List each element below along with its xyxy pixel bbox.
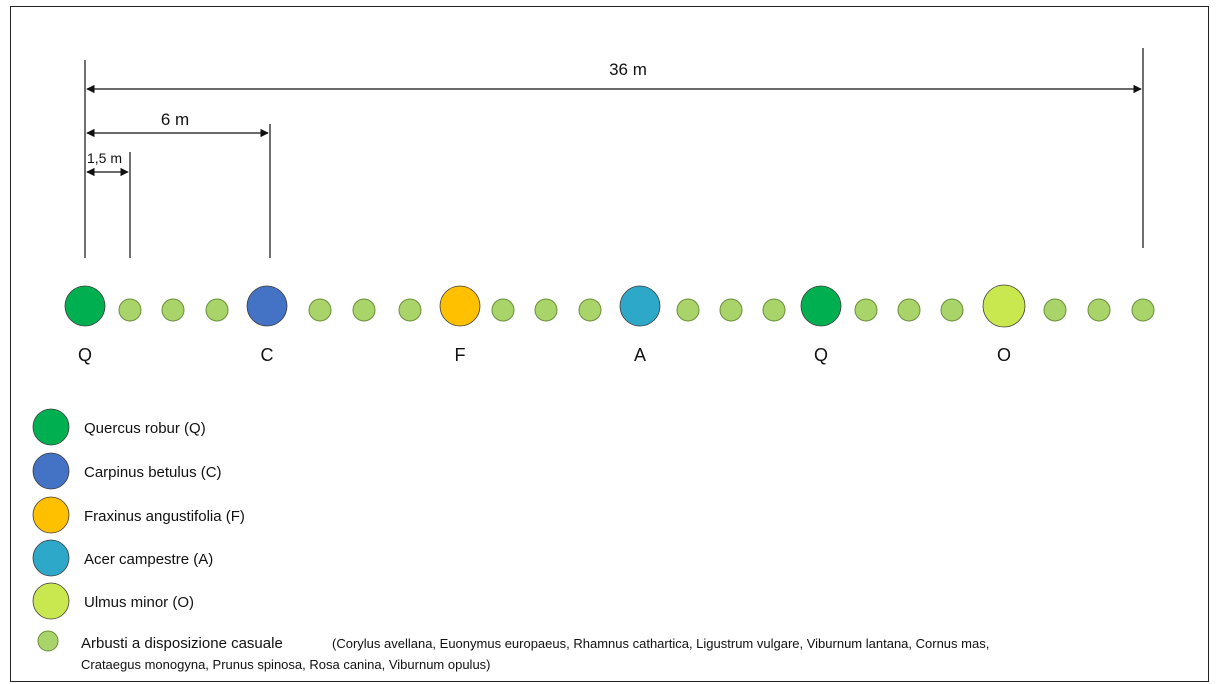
shrub-marker: [578, 298, 602, 322]
shrub-marker: [762, 298, 786, 322]
shrub-marker: [308, 298, 332, 322]
shrub-marker: [1131, 298, 1155, 322]
shrub-marker: [854, 298, 878, 322]
legend-item-label: Ulmus minor (O): [84, 594, 194, 611]
shrub-marker: [940, 298, 964, 322]
legend-marker-icon: [32, 496, 70, 534]
tree-letter-label: A: [634, 345, 646, 365]
dimension-label-total: 36 m: [609, 60, 647, 79]
tree-letter-label: F: [455, 345, 466, 365]
shrub-marker: [398, 298, 422, 322]
legend: Quercus robur (Q) Carpinus betulus (C) Fra…: [32, 408, 245, 620]
shrub-marker: [534, 298, 558, 322]
legend-item-label: Fraxinus angustifolia (F): [84, 508, 245, 525]
legend-shrub: Arbusti a disposizione casuale (Corylus …: [37, 630, 989, 672]
shrub-marker: [161, 298, 185, 322]
shrub-marker: [352, 298, 376, 322]
shrub-marker: [491, 298, 515, 322]
tree-marker-a: [619, 285, 661, 327]
shrub-marker-icon: [37, 630, 59, 652]
shrub-marker: [719, 298, 743, 322]
shrub-marker: [118, 298, 142, 322]
tree-marker-q: [64, 285, 106, 327]
tree-marker-f: [439, 285, 481, 327]
tree-marker-o: [982, 284, 1026, 328]
dimension-label-tree-spacing: 6 m: [161, 110, 189, 129]
shrub-marker: [1043, 298, 1067, 322]
tree-marker-c: [246, 285, 288, 327]
tree-letter-label: O: [997, 345, 1011, 365]
tree-letter-label: Q: [814, 345, 828, 365]
shrub-marker: [1087, 298, 1111, 322]
legend-item-label: Quercus robur (Q): [84, 420, 206, 437]
shrub-marker: [676, 298, 700, 322]
legend-marker-icon: [32, 408, 70, 446]
tree-letter-label: Q: [78, 345, 92, 365]
shrub-marker: [897, 298, 921, 322]
legend-item-label: Acer campestre (A): [84, 551, 213, 568]
diagram-frame: [10, 6, 1209, 682]
legend-marker-icon: [32, 452, 70, 490]
legend-shrub-label: Arbusti a disposizione casuale: [81, 635, 283, 652]
shrub-marker: [205, 298, 229, 322]
legend-marker-icon: [32, 539, 70, 577]
legend-item-label: Carpinus betulus (C): [84, 464, 222, 481]
tree-letter-label: C: [261, 345, 274, 365]
legend-shrub-species-line1: (Corylus avellana, Euonymus europaeus, R…: [332, 636, 989, 651]
dimension-label-shrub-spacing: 1,5 m: [87, 150, 122, 166]
legend-shrub-species-line2: Crataegus monogyna, Prunus spinosa, Rosa…: [81, 657, 491, 672]
tree-marker-q: [800, 285, 842, 327]
legend-marker-icon: [32, 582, 70, 620]
